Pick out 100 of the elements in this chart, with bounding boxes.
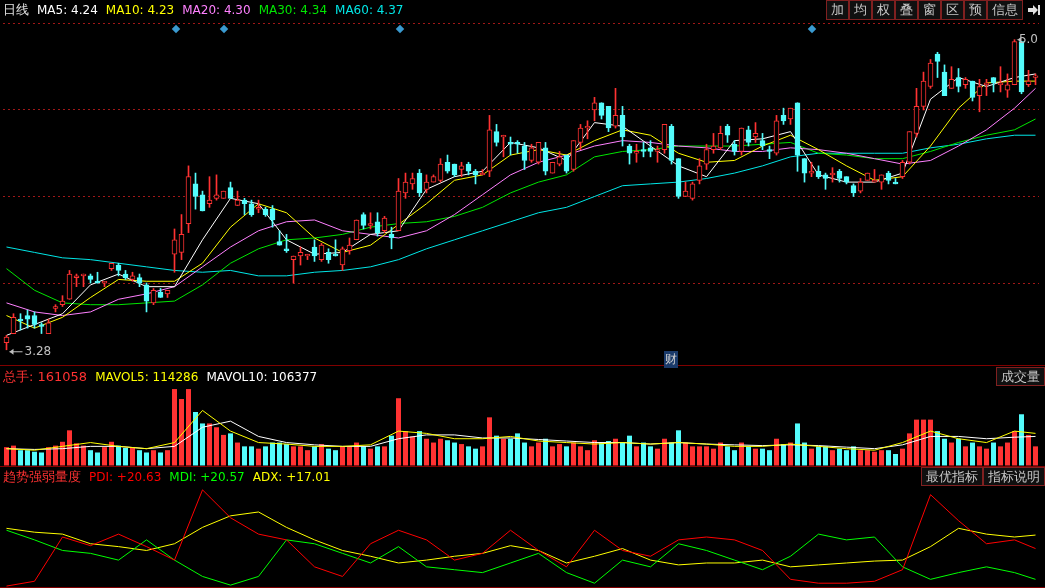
bar bbox=[759, 448, 766, 466]
bar bbox=[430, 442, 437, 466]
bar bbox=[675, 430, 682, 466]
annotation: 区 bbox=[941, 0, 964, 20]
bar bbox=[857, 450, 864, 466]
bar bbox=[990, 442, 997, 466]
bar bbox=[269, 442, 276, 466]
bar bbox=[3, 447, 10, 466]
bar bbox=[458, 444, 465, 466]
bar bbox=[976, 446, 983, 466]
bar bbox=[486, 417, 493, 466]
bar bbox=[724, 446, 731, 466]
bar bbox=[493, 435, 500, 466]
bar bbox=[822, 446, 829, 466]
bar bbox=[647, 446, 654, 466]
bar bbox=[178, 398, 185, 466]
bar bbox=[528, 446, 535, 466]
text: 指标说明 bbox=[983, 467, 1045, 486]
bar bbox=[304, 450, 311, 466]
bar bbox=[17, 450, 24, 466]
bar bbox=[689, 446, 696, 466]
chart-title: 日线 bbox=[3, 1, 29, 19]
bar bbox=[878, 450, 885, 466]
bar bbox=[514, 433, 521, 466]
bar bbox=[185, 389, 192, 466]
bar bbox=[374, 446, 381, 466]
bar bbox=[122, 447, 129, 466]
text: PDI: +20.63 bbox=[89, 469, 162, 484]
text: 最优指标 bbox=[921, 467, 983, 486]
bar bbox=[731, 450, 738, 466]
bar bbox=[444, 440, 451, 466]
bar bbox=[416, 431, 423, 466]
bar bbox=[24, 450, 31, 466]
annotation: 预 bbox=[964, 0, 987, 20]
bar bbox=[164, 450, 171, 466]
bar bbox=[157, 452, 164, 466]
annotation: 窗 bbox=[918, 0, 941, 20]
bar bbox=[626, 435, 633, 466]
bar bbox=[843, 450, 850, 466]
bar bbox=[983, 448, 990, 466]
bar bbox=[1018, 414, 1025, 466]
bar bbox=[556, 444, 563, 466]
text: MDI: +20.57 bbox=[169, 469, 245, 484]
annotation: 叠 bbox=[895, 0, 918, 20]
text: MA30: 4.34 bbox=[258, 3, 328, 17]
bar bbox=[955, 438, 962, 466]
annotation: 权 bbox=[872, 0, 895, 20]
bar bbox=[276, 442, 283, 466]
bar bbox=[570, 442, 577, 466]
text: 成交量 bbox=[996, 367, 1045, 386]
bar bbox=[836, 448, 843, 466]
bar bbox=[577, 446, 584, 466]
bar bbox=[437, 438, 444, 466]
bar bbox=[1032, 446, 1039, 466]
bar bbox=[346, 446, 353, 466]
bar bbox=[206, 423, 213, 466]
bar bbox=[752, 448, 759, 466]
bar bbox=[927, 419, 934, 466]
bar bbox=[934, 431, 941, 466]
bar bbox=[220, 434, 227, 466]
bar bbox=[94, 452, 101, 466]
bar bbox=[920, 419, 927, 466]
text: ADX: +17.01 bbox=[252, 469, 331, 484]
bar bbox=[899, 448, 906, 466]
bar bbox=[941, 438, 948, 466]
text: MAVOL10: 106377 bbox=[206, 369, 318, 384]
bar bbox=[262, 446, 269, 466]
bar bbox=[409, 436, 416, 466]
bar bbox=[829, 450, 836, 466]
bar bbox=[325, 448, 332, 466]
bar bbox=[640, 442, 647, 466]
bar bbox=[360, 446, 367, 466]
bar bbox=[1004, 442, 1011, 466]
bar bbox=[479, 446, 486, 466]
bar bbox=[332, 450, 339, 466]
bar bbox=[598, 442, 605, 466]
bar bbox=[395, 398, 402, 466]
bar bbox=[38, 452, 45, 466]
text: MA10: 4.23 bbox=[105, 3, 175, 17]
bar bbox=[129, 447, 136, 466]
bar bbox=[136, 450, 143, 466]
bar bbox=[633, 446, 640, 466]
bar bbox=[283, 444, 290, 466]
text: MAVOL5: 114286 bbox=[95, 369, 199, 384]
bar bbox=[612, 438, 619, 466]
bar bbox=[227, 433, 234, 466]
bar bbox=[815, 446, 822, 466]
bar bbox=[290, 446, 297, 466]
bar bbox=[654, 448, 661, 466]
annotation: 信息 bbox=[987, 0, 1023, 20]
bar bbox=[311, 446, 318, 466]
bar bbox=[402, 431, 409, 466]
annotation: 财 bbox=[664, 351, 678, 368]
bar bbox=[745, 446, 752, 466]
bar bbox=[143, 452, 150, 466]
bar bbox=[150, 450, 157, 466]
bar bbox=[472, 448, 479, 466]
bar bbox=[969, 442, 976, 466]
bar bbox=[549, 446, 556, 466]
bar bbox=[892, 454, 899, 466]
